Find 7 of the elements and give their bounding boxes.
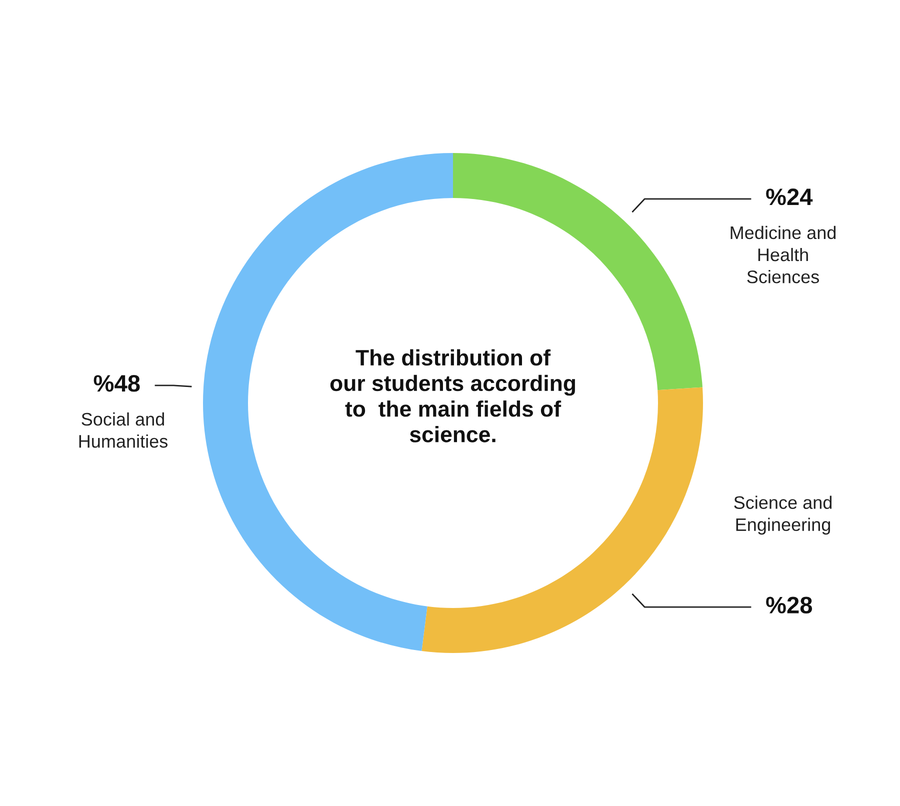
text: The distribution of our students according to the main fields of science. — [330, 349, 575, 442]
data-label: %24 — [766, 188, 813, 206]
data-label: %28 — [766, 596, 812, 614]
slice-label: Social and Humanities — [79, 412, 168, 448]
data-label: %48 — [94, 375, 140, 392]
slice-label: Science and Engineering — [734, 496, 832, 535]
slice-label: Medicine and Health Sciences — [730, 226, 836, 284]
